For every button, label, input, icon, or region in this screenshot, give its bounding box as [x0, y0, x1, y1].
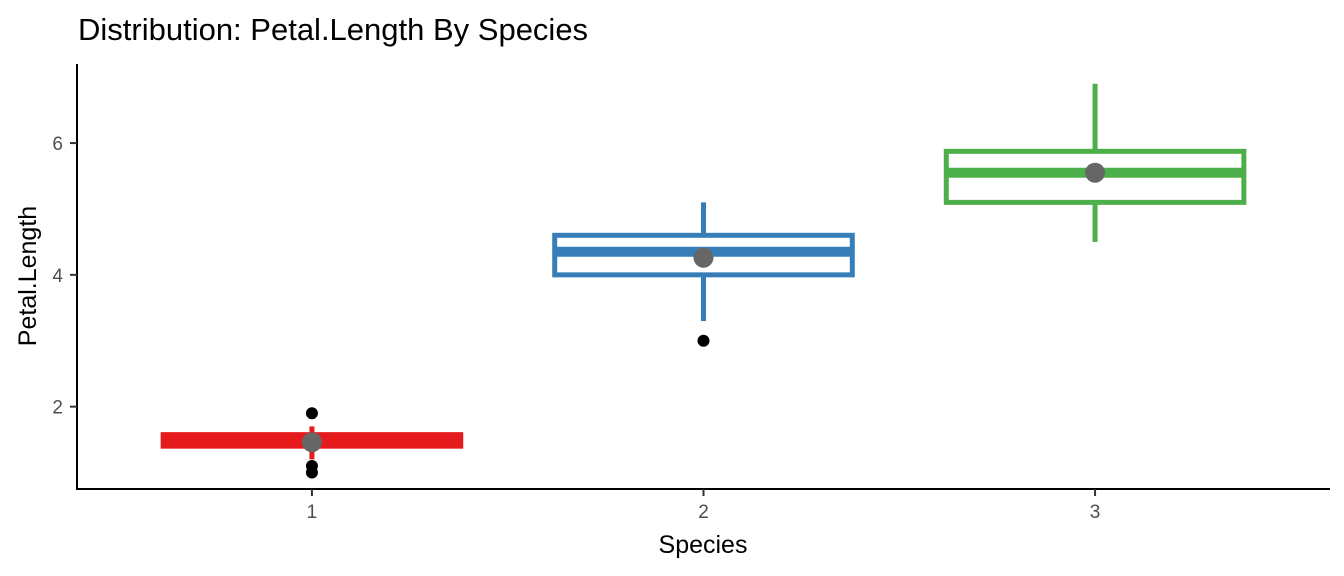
mean-point — [693, 247, 714, 268]
x-tick-label: 3 — [1090, 502, 1101, 523]
chart-title: Distribution: Petal.Length By Species — [78, 12, 588, 47]
y-axis-ticks: 2 4 6 — [52, 134, 77, 419]
outlier-point — [697, 334, 710, 347]
x-tick-label: 2 — [698, 502, 709, 523]
y-tick-label: 6 — [52, 134, 63, 155]
outlier-point — [305, 407, 318, 420]
x-tick-label: 1 — [307, 502, 318, 523]
box-1 — [160, 407, 464, 479]
outlier-point — [305, 459, 318, 472]
box-2 — [552, 202, 855, 347]
x-axis-ticks: 1 2 3 — [307, 489, 1101, 523]
x-axis-title: Species — [659, 531, 748, 559]
y-tick-label: 4 — [52, 266, 63, 287]
mean-point — [301, 432, 322, 453]
y-tick-label: 2 — [52, 398, 63, 419]
plot-area — [160, 83, 1247, 479]
mean-point — [1085, 162, 1106, 183]
y-axis-title: Petal.Length — [14, 206, 42, 346]
box-3 — [943, 83, 1247, 242]
